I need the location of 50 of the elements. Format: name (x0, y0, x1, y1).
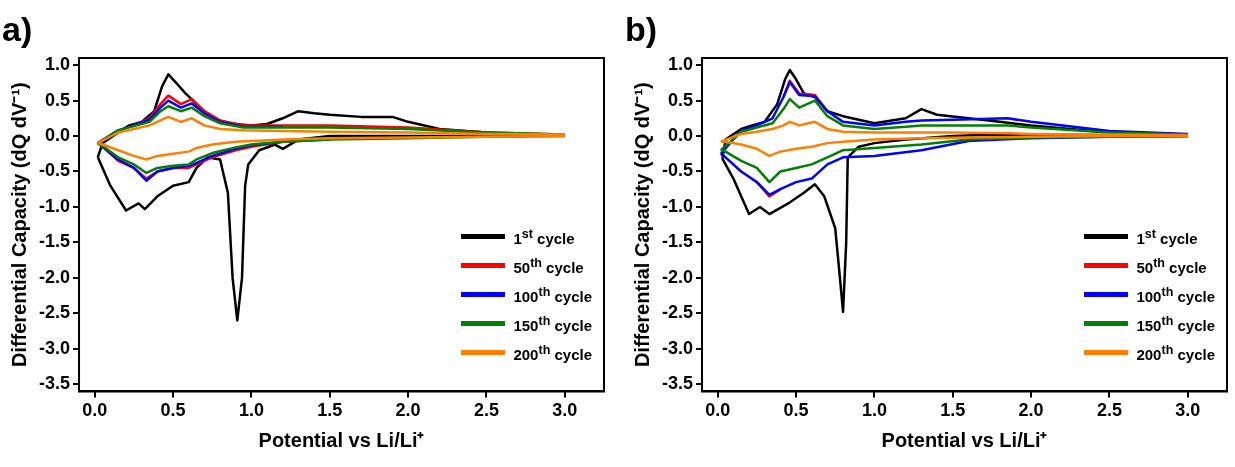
y-tick-label: -3.5 (661, 373, 694, 394)
y-tick-label: -2.0 (38, 266, 71, 287)
x-tick-label: 3.0 (1175, 400, 1201, 421)
legend-label: 150$^{th}$ cycle (513, 313, 592, 337)
legend-label: 50$^{th}$ cycle (513, 255, 584, 279)
y-tick-label: -1.0 (661, 195, 694, 216)
x-tick-label: 1.5 (940, 400, 966, 421)
x-axis-title: Potential vs Li/Li⁺ (881, 428, 1048, 451)
y-tick-label: 1.0 (44, 54, 71, 75)
y-axis-title: Differential Capacity (dQ dV⁻¹) (7, 82, 30, 368)
y-tick-label: 0.5 (44, 89, 71, 110)
y-tick-label: -3.0 (661, 337, 694, 358)
y-tick-label: -1.5 (38, 231, 71, 252)
legend-label: 100$^{th}$ cycle (1136, 284, 1215, 308)
y-tick-label: -2.5 (38, 302, 71, 323)
y-tick-label: -1.0 (38, 195, 71, 216)
x-axis-title: Potential vs Li/Li⁺ (258, 428, 425, 451)
y-tick-label: 1.0 (667, 54, 694, 75)
x-tick-label: 0.5 (783, 400, 809, 421)
x-tick-label: 1.5 (317, 400, 343, 421)
x-tick-label: 0.0 (82, 400, 108, 421)
chart-title: b) (625, 10, 658, 49)
x-tick-label: 1.0 (238, 400, 264, 421)
chart-title: a) (2, 10, 33, 49)
legend-label: 200$^{th}$ cycle (513, 342, 592, 366)
y-axis-title: Differential Capacity (dQ dV⁻¹) (630, 82, 653, 368)
x-tick-label: 2.0 (395, 400, 421, 421)
y-tick-label: -2.5 (661, 302, 694, 323)
legend-label: 150$^{th}$ cycle (1136, 313, 1215, 337)
y-tick-label: -0.5 (38, 160, 71, 181)
x-tick-label: 2.5 (1096, 400, 1122, 421)
y-tick-label: -0.5 (661, 160, 694, 181)
legend-label: 50$^{th}$ cycle (1136, 255, 1207, 279)
y-tick-label: 0.0 (667, 125, 694, 145)
y-tick-label: -2.0 (661, 266, 694, 287)
y-tick-label: 0.5 (667, 89, 694, 110)
x-tick-label: 2.0 (1018, 400, 1044, 421)
x-tick-label: 2.5 (473, 400, 499, 421)
y-tick-label: -1.5 (661, 231, 694, 252)
x-tick-label: 1.0 (861, 400, 887, 421)
y-tick-label: 0.0 (44, 125, 71, 145)
x-tick-label: 3.0 (552, 400, 578, 421)
y-tick-label: -3.0 (38, 337, 71, 358)
x-tick-label: 0.0 (705, 400, 731, 421)
x-tick-label: 0.5 (160, 400, 186, 421)
legend-label: 1$^{st}$ cycle (513, 226, 575, 250)
legend-label: 100$^{th}$ cycle (513, 284, 592, 308)
legend-label: 1$^{st}$ cycle (1136, 226, 1198, 250)
legend-label: 200$^{th}$ cycle (1136, 342, 1215, 366)
y-tick-label: -3.5 (38, 373, 71, 394)
